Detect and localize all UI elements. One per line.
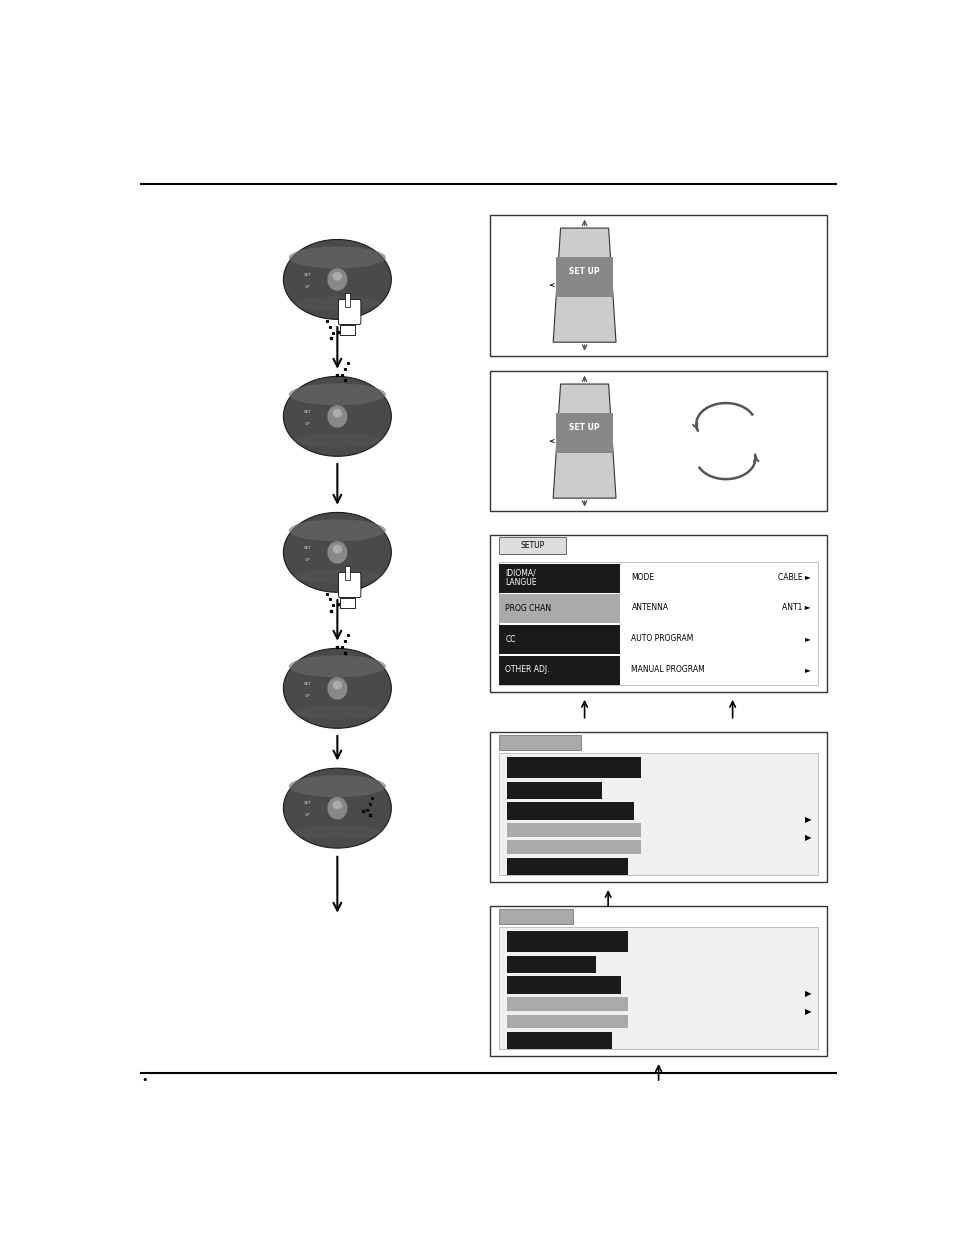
Bar — [556, 412, 612, 452]
Bar — [498, 656, 619, 684]
Ellipse shape — [333, 680, 342, 689]
Ellipse shape — [333, 545, 342, 553]
Ellipse shape — [283, 513, 391, 593]
Ellipse shape — [289, 776, 386, 797]
Ellipse shape — [283, 648, 391, 729]
Bar — [498, 909, 573, 924]
Ellipse shape — [327, 268, 347, 291]
Ellipse shape — [294, 569, 380, 583]
Ellipse shape — [289, 520, 386, 541]
FancyBboxPatch shape — [152, 1152, 192, 1200]
Polygon shape — [553, 384, 616, 498]
Text: ▶: ▶ — [804, 832, 811, 842]
Text: SET UP: SET UP — [569, 267, 599, 275]
Text: ►: ► — [803, 664, 810, 674]
Text: ►: ► — [803, 634, 810, 643]
Text: ▶: ▶ — [804, 815, 811, 824]
Ellipse shape — [327, 541, 347, 564]
Bar — [498, 753, 817, 874]
Bar — [506, 956, 596, 973]
FancyBboxPatch shape — [148, 1139, 184, 1184]
Ellipse shape — [294, 825, 380, 839]
Polygon shape — [553, 228, 616, 342]
Text: SET: SET — [303, 546, 312, 550]
Text: CABLE ►: CABLE ► — [777, 573, 810, 582]
Bar — [506, 977, 620, 994]
Ellipse shape — [327, 405, 347, 429]
Ellipse shape — [283, 240, 391, 320]
FancyBboxPatch shape — [0, 1031, 41, 1078]
Text: ANTENNA: ANTENNA — [631, 604, 668, 613]
Text: OTHER ADJ.: OTHER ADJ. — [505, 666, 549, 674]
Text: CC: CC — [505, 635, 516, 643]
Text: ▶: ▶ — [804, 1007, 811, 1015]
Ellipse shape — [294, 433, 380, 447]
Text: UP: UP — [305, 557, 310, 562]
Text: UP: UP — [305, 694, 310, 698]
Bar — [490, 370, 826, 511]
Bar — [498, 563, 619, 593]
Bar — [344, 566, 350, 579]
Bar — [490, 215, 826, 356]
Bar — [490, 535, 826, 692]
Ellipse shape — [294, 296, 380, 310]
Bar — [498, 927, 817, 1049]
Bar — [498, 735, 580, 750]
Text: ▶: ▶ — [804, 989, 811, 998]
Bar — [506, 803, 634, 820]
Bar — [339, 599, 355, 608]
Ellipse shape — [289, 656, 386, 677]
Bar — [344, 294, 350, 306]
Bar — [498, 625, 619, 653]
Ellipse shape — [289, 247, 386, 268]
Bar — [506, 841, 639, 853]
FancyBboxPatch shape — [0, 1031, 41, 1078]
Ellipse shape — [289, 383, 386, 405]
Ellipse shape — [283, 377, 391, 456]
Ellipse shape — [327, 797, 347, 820]
Bar — [506, 782, 601, 799]
Text: ANT1 ►: ANT1 ► — [781, 604, 810, 613]
Text: UP: UP — [305, 284, 310, 289]
Text: SET: SET — [303, 273, 312, 277]
Text: PROG CHAN: PROG CHAN — [505, 604, 551, 613]
Bar — [506, 1031, 611, 1049]
Text: IDIOMA/
LANGUE: IDIOMA/ LANGUE — [505, 568, 537, 588]
Text: SET: SET — [303, 410, 312, 414]
Text: UP: UP — [305, 421, 310, 426]
Bar — [506, 824, 639, 836]
FancyBboxPatch shape — [338, 572, 360, 598]
Text: SETUP: SETUP — [520, 541, 544, 551]
Ellipse shape — [294, 705, 380, 719]
Ellipse shape — [327, 677, 347, 700]
Bar — [339, 326, 355, 335]
Ellipse shape — [333, 800, 342, 809]
Text: UP: UP — [305, 814, 310, 818]
Bar — [498, 537, 565, 555]
Text: MANUAL PROGRAM: MANUAL PROGRAM — [631, 664, 704, 674]
Text: SET: SET — [303, 802, 312, 805]
Ellipse shape — [333, 272, 342, 280]
Bar — [490, 732, 826, 882]
Bar — [506, 931, 627, 952]
Bar — [490, 906, 826, 1056]
Bar — [556, 257, 612, 296]
FancyBboxPatch shape — [152, 1152, 192, 1200]
Ellipse shape — [333, 409, 342, 417]
Text: SET UP: SET UP — [569, 422, 599, 432]
Bar — [498, 594, 619, 624]
Bar — [506, 998, 627, 1010]
Ellipse shape — [283, 768, 391, 848]
Bar — [506, 857, 627, 874]
Text: MODE: MODE — [631, 573, 654, 582]
Bar — [506, 757, 639, 778]
FancyBboxPatch shape — [338, 299, 360, 325]
Text: AUTO PROGRAM: AUTO PROGRAM — [631, 634, 693, 643]
Text: SET: SET — [303, 682, 312, 685]
Bar — [506, 1014, 627, 1028]
Text: •: • — [141, 1074, 148, 1084]
Bar — [498, 562, 817, 684]
